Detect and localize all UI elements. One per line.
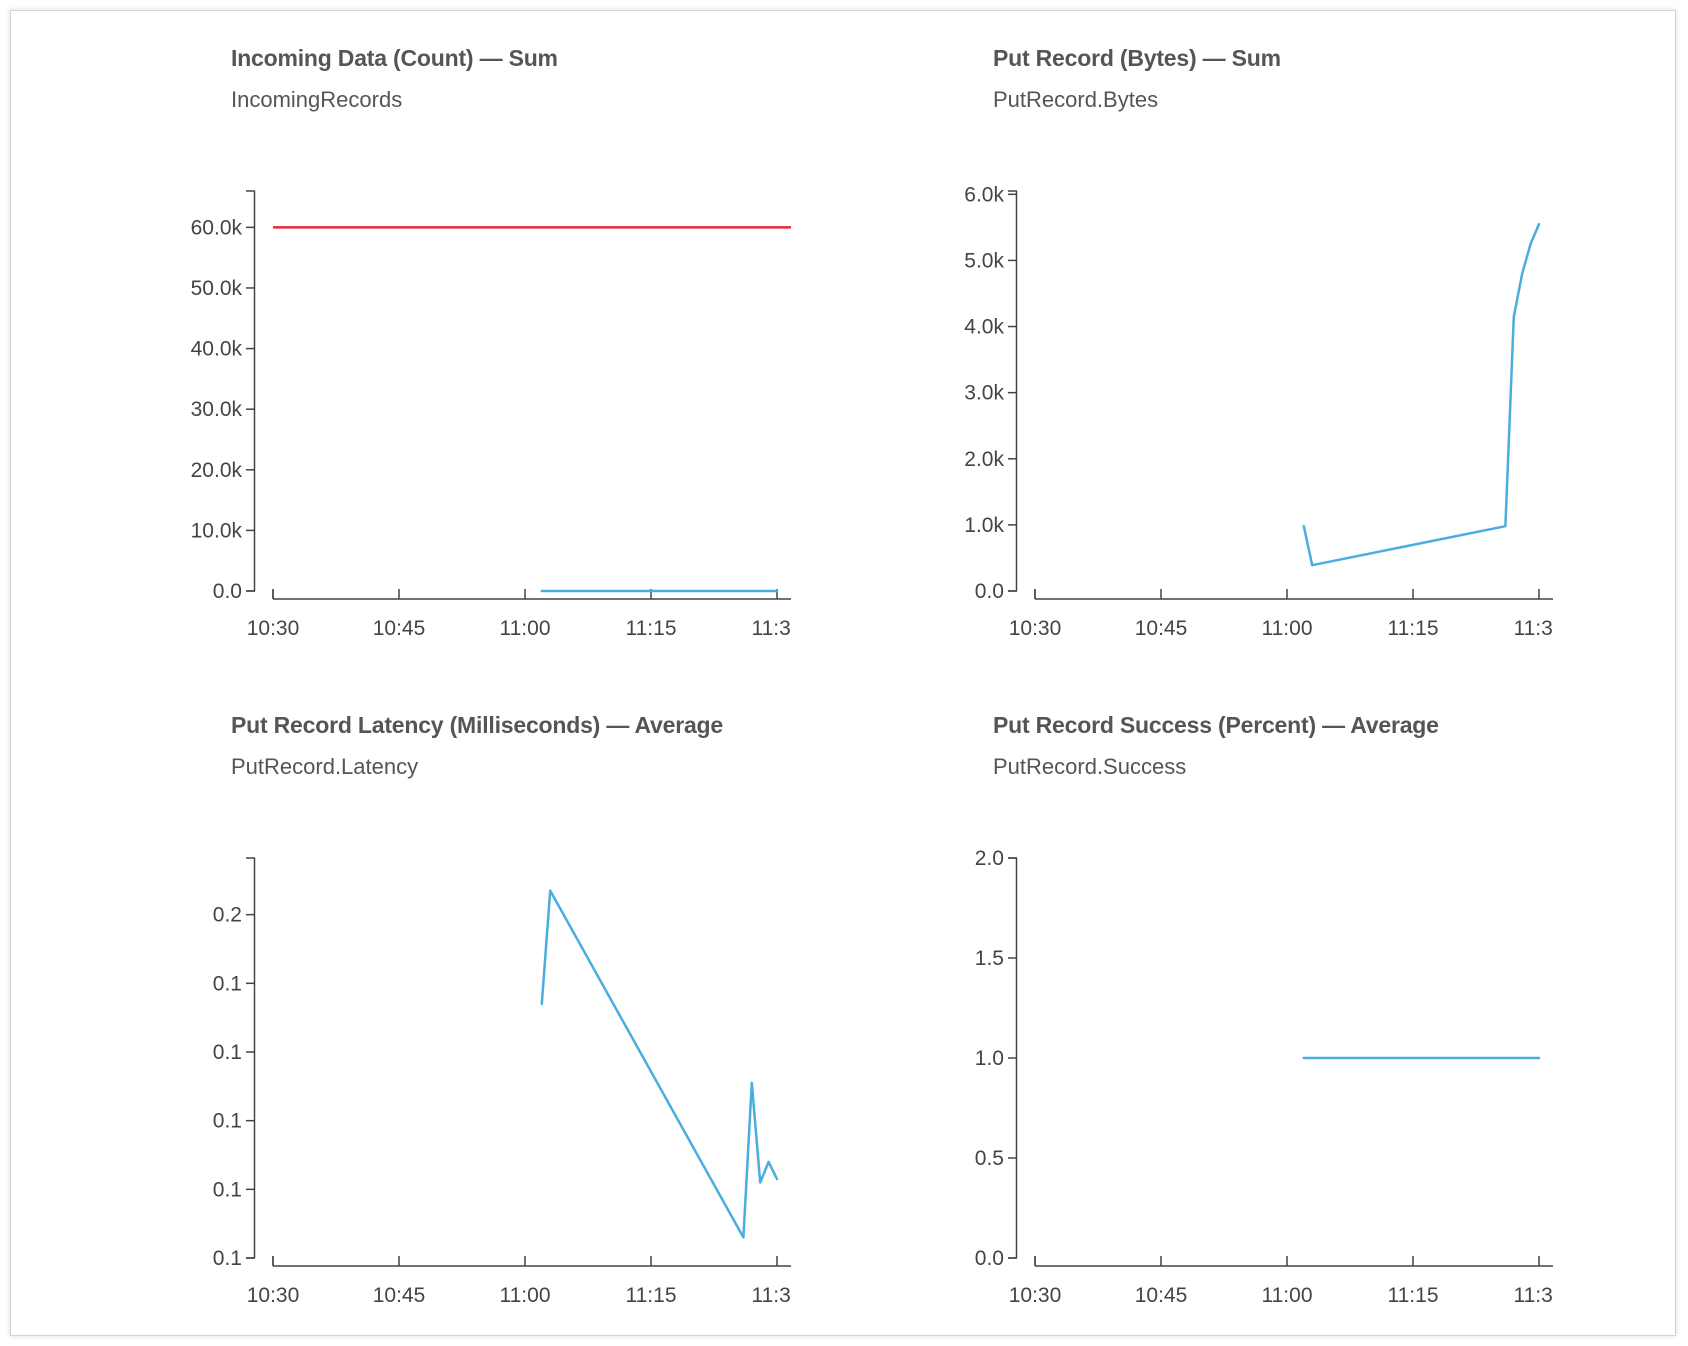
x-tick-label: 11:15 — [626, 617, 677, 640]
x-tick-label: 11:00 — [1262, 617, 1313, 640]
y-tick-label: 0.1 — [213, 1178, 242, 1201]
y-tick-label: 0.0 — [975, 1247, 1004, 1270]
x-tick-label: 11:00 — [1262, 1284, 1313, 1307]
chart-panel-incoming-records: Incoming Data (Count) — Sum IncomingReco… — [11, 11, 791, 651]
x-tick-label: 11:15 — [626, 1284, 677, 1307]
line-chart: 0.1 0.1 0.1 0.1 0.1 0.2 10:30 10:45 11:00 11:15 11… — [213, 857, 792, 1307]
y-tick-label: 40.0k — [191, 338, 243, 361]
y-tick-label: 1.0k — [964, 514, 1004, 537]
x-tick-label: 11:30 — [1514, 617, 1554, 640]
series-line — [1302, 222, 1541, 567]
y-tick-label: 0.0 — [975, 580, 1004, 603]
chart-panel-putrecord-bytes: Put Record (Bytes) — Sum PutRecord.Bytes… — [773, 11, 1553, 651]
x-tick-label: 11:30 — [752, 617, 792, 640]
y-tick-label: 10.0k — [191, 519, 243, 542]
y-tick-label: 30.0k — [191, 398, 243, 421]
x-tick-label: 11:15 — [1388, 617, 1439, 640]
chart-title: Put Record Latency (Milliseconds) — Aver… — [231, 712, 723, 738]
x-tick-label: 11:00 — [500, 1284, 551, 1307]
y-tick-label: 0.1 — [213, 1247, 242, 1270]
y-tick-label: 0.1 — [213, 1041, 242, 1064]
chart-panel-putrecord-success: Put Record Success (Percent) — Average P… — [773, 678, 1553, 1318]
y-tick-label: 50.0k — [191, 277, 243, 300]
y-tick-label: 0.5 — [975, 1147, 1004, 1170]
chart-subtitle: IncomingRecords — [231, 87, 403, 112]
x-tick-label: 10:45 — [373, 1284, 426, 1307]
y-tick-label: 0.2 — [213, 904, 242, 927]
y-tick-label: 4.0k — [964, 316, 1004, 339]
chart-title: Put Record Success (Percent) — Average — [993, 712, 1439, 738]
y-tick-label: 5.0k — [964, 249, 1004, 272]
y-tick-label: 6.0k — [964, 183, 1004, 206]
x-tick-label: 10:45 — [373, 617, 426, 640]
y-tick-label: 0.0 — [213, 580, 242, 603]
chart-title: Incoming Data (Count) — Sum — [231, 45, 558, 71]
x-tick-label: 11:00 — [500, 617, 551, 640]
y-tick-label: 1.5 — [975, 947, 1004, 970]
x-tick-label: 10:30 — [1009, 1284, 1062, 1307]
y-tick-label: 0.1 — [213, 972, 242, 995]
line-chart: 0.0 0.5 1.0 1.5 2.0 10:30 10:45 11:00 11:15 11:30 — [975, 847, 1554, 1307]
chart-title: Put Record (Bytes) — Sum — [993, 45, 1281, 71]
y-tick-label: 3.0k — [964, 382, 1004, 405]
y-tick-label: 20.0k — [191, 459, 243, 482]
x-tick-label: 11:30 — [752, 1284, 792, 1307]
x-tick-label: 10:30 — [247, 1284, 300, 1307]
x-tick-label: 10:45 — [1135, 617, 1188, 640]
chart-subtitle: PutRecord.Success — [993, 754, 1187, 779]
chart-panel-putrecord-latency: Put Record Latency (Milliseconds) — Aver… — [11, 678, 791, 1318]
x-tick-label: 11:30 — [1514, 1284, 1554, 1307]
y-tick-label: 1.0 — [975, 1047, 1004, 1070]
x-tick-label: 10:30 — [1009, 617, 1062, 640]
y-tick-label: 2.0 — [975, 847, 1004, 870]
series-line — [540, 889, 779, 1239]
line-chart: 0.0 1.0k 2.0k 3.0k 4.0k 5.0k 6.0k 10:30 10:45 11:… — [964, 183, 1554, 640]
y-tick-label: 2.0k — [964, 448, 1004, 471]
line-chart: 0.0 10.0k 20.0k 30.0k 40.0k 50.0k 60.0k 10:30 10… — [191, 190, 792, 640]
chart-subtitle: PutRecord.Latency — [231, 754, 419, 779]
chart-subtitle: PutRecord.Bytes — [993, 87, 1159, 112]
x-tick-label: 10:45 — [1135, 1284, 1188, 1307]
dashboard-frame: Incoming Data (Count) — Sum IncomingReco… — [10, 10, 1676, 1336]
x-tick-label: 11:15 — [1388, 1284, 1439, 1307]
y-tick-label: 0.1 — [213, 1110, 242, 1133]
y-tick-label: 60.0k — [191, 216, 243, 239]
x-tick-label: 10:30 — [247, 617, 300, 640]
